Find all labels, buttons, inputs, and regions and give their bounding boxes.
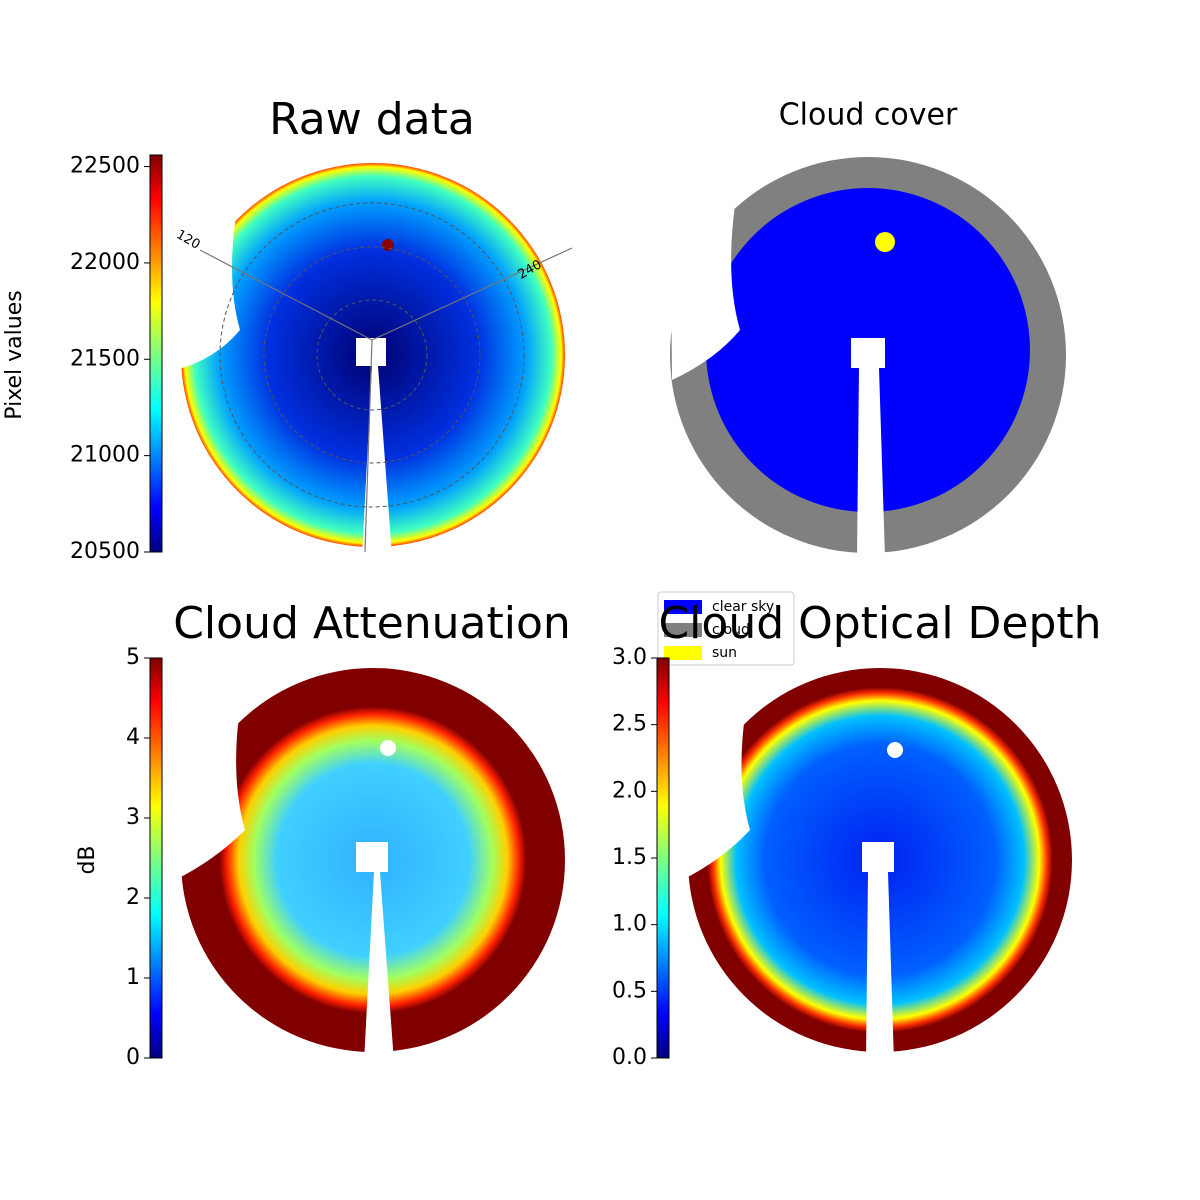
- legend-label: cloud: [712, 622, 750, 638]
- panel-title: Cloud Attenuation: [173, 598, 571, 649]
- legend-swatch: [664, 646, 702, 660]
- tick-label: 21500: [70, 346, 140, 371]
- tick-label: 4: [126, 725, 140, 750]
- tick-label: 2: [126, 885, 140, 910]
- panel-title: Cloud cover: [779, 98, 958, 133]
- tick-label: 1: [126, 965, 140, 990]
- tick-label: 2.0: [612, 778, 647, 803]
- tick-label: 1.0: [612, 912, 647, 937]
- tick-label: 2.5: [612, 712, 647, 737]
- sky-images: [175, 150, 1072, 1062]
- tick-label: 5: [126, 645, 140, 670]
- tick-label: 0: [126, 1045, 140, 1070]
- tick-label: 20500: [70, 539, 140, 564]
- legend-label: sun: [712, 645, 737, 661]
- legend-swatch: [664, 600, 702, 614]
- colorbar-label: dB: [75, 845, 100, 874]
- legend-swatch: [664, 623, 702, 637]
- colorbar: [149, 154, 163, 553]
- tick-label: 0.5: [612, 978, 647, 1003]
- legend-label: clear sky: [712, 599, 774, 615]
- panel-title: Raw data: [269, 94, 475, 145]
- tick-label: 1.5: [612, 845, 647, 870]
- tick-label: 0.0: [612, 1045, 647, 1070]
- tick-label: 3.0: [612, 645, 647, 670]
- tick-label: 22500: [70, 154, 140, 179]
- tick-label: 22000: [70, 250, 140, 275]
- panel-title: Cloud Optical Depth: [658, 598, 1101, 649]
- colorbar: [149, 657, 163, 1059]
- tick-label: 3: [126, 805, 140, 830]
- colorbar-label: Pixel values: [2, 290, 27, 419]
- colorbar: [656, 657, 670, 1059]
- tick-label: 21000: [70, 443, 140, 468]
